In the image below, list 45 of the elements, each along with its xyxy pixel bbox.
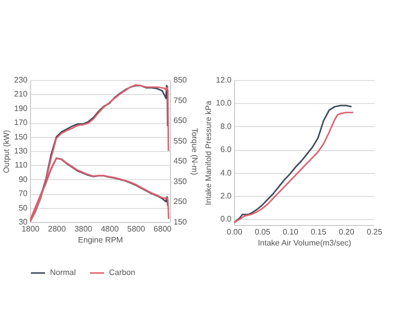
x-tick-label: 6800: [154, 224, 172, 234]
y-tick-label: 0.0: [220, 214, 232, 224]
x-tick-label: 0.15: [310, 228, 327, 236]
y-tick-label: 12.0: [216, 76, 232, 84]
y2-tick-label: 550: [174, 136, 188, 146]
y2-tick-label: 850: [174, 76, 188, 84]
x-tick-label: 0.20: [338, 228, 355, 236]
y-tick-label: 190: [14, 104, 28, 113]
y-tick-label: 10.0: [216, 98, 232, 108]
y2-tick-label: 750: [174, 96, 188, 105]
y-tick-label: 6.0: [220, 145, 232, 154]
x-tick-label: 4800: [100, 224, 120, 234]
x-tick-label: 1800: [22, 224, 40, 234]
y2-tick-label: 250: [174, 197, 188, 206]
x-tick-label: 0.05: [254, 228, 271, 236]
y-axis-title: Intake Manifold Pressure kPa: [204, 100, 213, 206]
y-tick-label: 4.0: [220, 168, 232, 178]
y-tick-label: 30: [18, 218, 28, 226]
legend-label: Carbon: [109, 268, 136, 277]
y-tick-label: 8.0: [220, 122, 232, 131]
y-axis-title: Output (kW): [2, 130, 12, 174]
y-tick-label: 150: [14, 132, 28, 142]
y-tick-label: 210: [14, 90, 28, 99]
y2-tick-label: 350: [174, 176, 188, 186]
y2-tick-label: 150: [174, 218, 188, 226]
x-tick-label: 3800: [74, 224, 93, 234]
y-tick-label: 70: [18, 189, 28, 198]
x-tick-label: 0.10: [282, 228, 299, 236]
y2-axis-title: Torque (N-m): [190, 128, 199, 176]
x-axis-title: Intake Air Volume(m3/sec): [258, 238, 352, 248]
y-tick-label: 170: [14, 118, 28, 128]
y-tick-label: 110: [14, 160, 28, 170]
y-tick-label: 50: [18, 203, 28, 212]
x-tick-label: 0.25: [366, 228, 383, 236]
y2-tick-label: 450: [174, 156, 188, 166]
x-tick-label: 2800: [48, 224, 66, 234]
x-tick-label: 0.00: [226, 228, 243, 236]
y-tick-label: 130: [14, 146, 28, 156]
y-tick-label: 2.0: [220, 192, 232, 200]
y-tick-label: 230: [14, 76, 28, 84]
x-tick-label: 5800: [127, 224, 146, 234]
y2-tick-label: 650: [174, 116, 188, 126]
y-tick-label: 90: [18, 174, 28, 184]
legend-label: Normal: [50, 268, 76, 277]
x-axis-title: Engine RPM: [78, 236, 124, 244]
